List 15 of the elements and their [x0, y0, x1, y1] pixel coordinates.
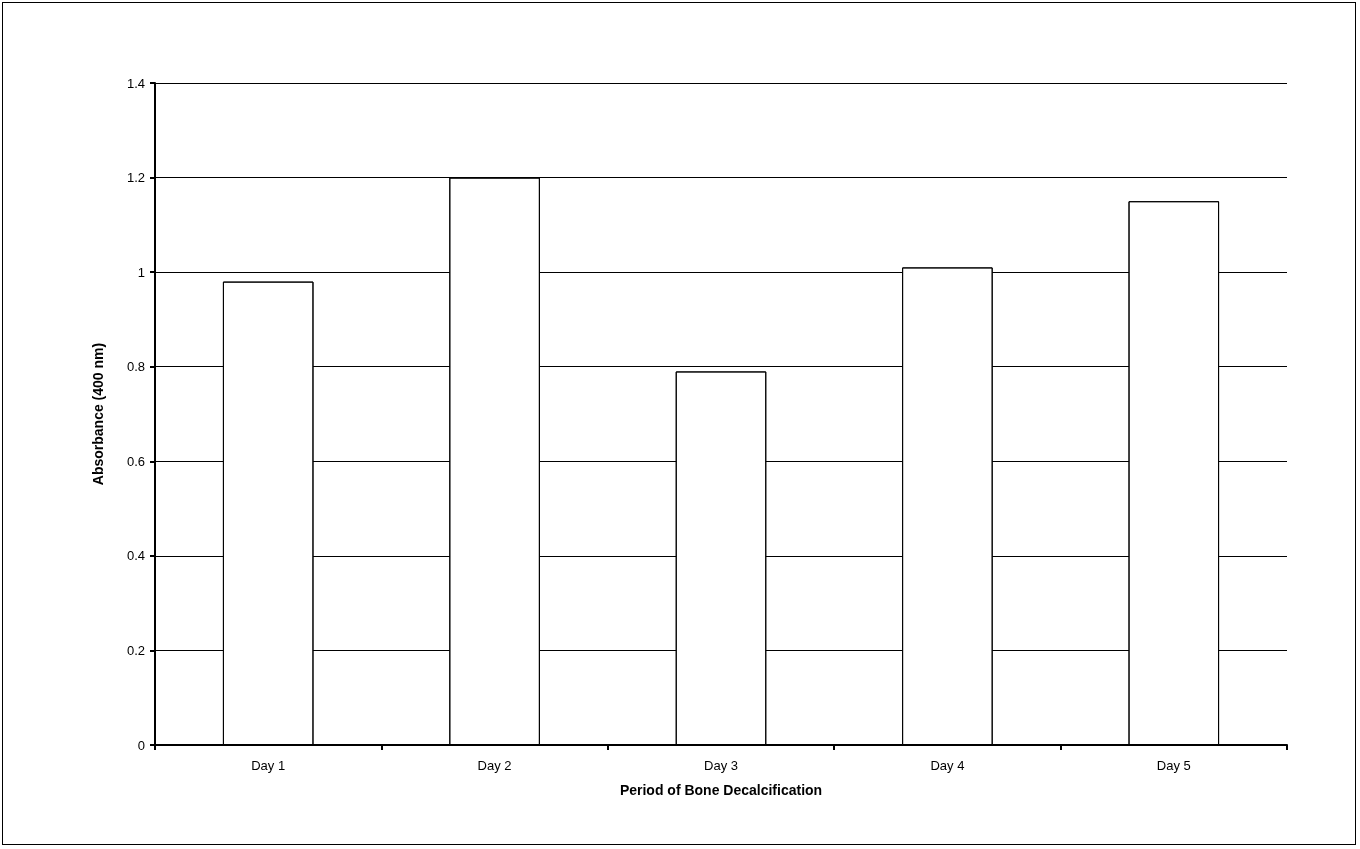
y-tick-label: 0.6 — [126, 453, 145, 469]
y-tick-label: 1.2 — [126, 170, 145, 186]
x-tick-label: Day 1 — [251, 758, 286, 773]
y-tick-label: 1.4 — [126, 75, 145, 91]
x-tick-label: Day 3 — [704, 758, 738, 773]
y-tick-label: 1 — [137, 264, 145, 280]
y-tick-label: 0.4 — [126, 548, 145, 564]
x-tick-label: Day 5 — [1156, 758, 1191, 773]
y-axis-title: Absorbance (400 nm) — [90, 342, 106, 486]
x-tick-label: Day 4 — [930, 758, 965, 773]
x-tick-label: Day 2 — [477, 758, 512, 773]
y-tick-label: 0 — [137, 737, 145, 753]
y-tick-label: 0.8 — [126, 359, 145, 375]
y-tick-label: 0.2 — [126, 642, 145, 658]
x-axis-title: Period of Bone Decalcification — [619, 782, 823, 798]
